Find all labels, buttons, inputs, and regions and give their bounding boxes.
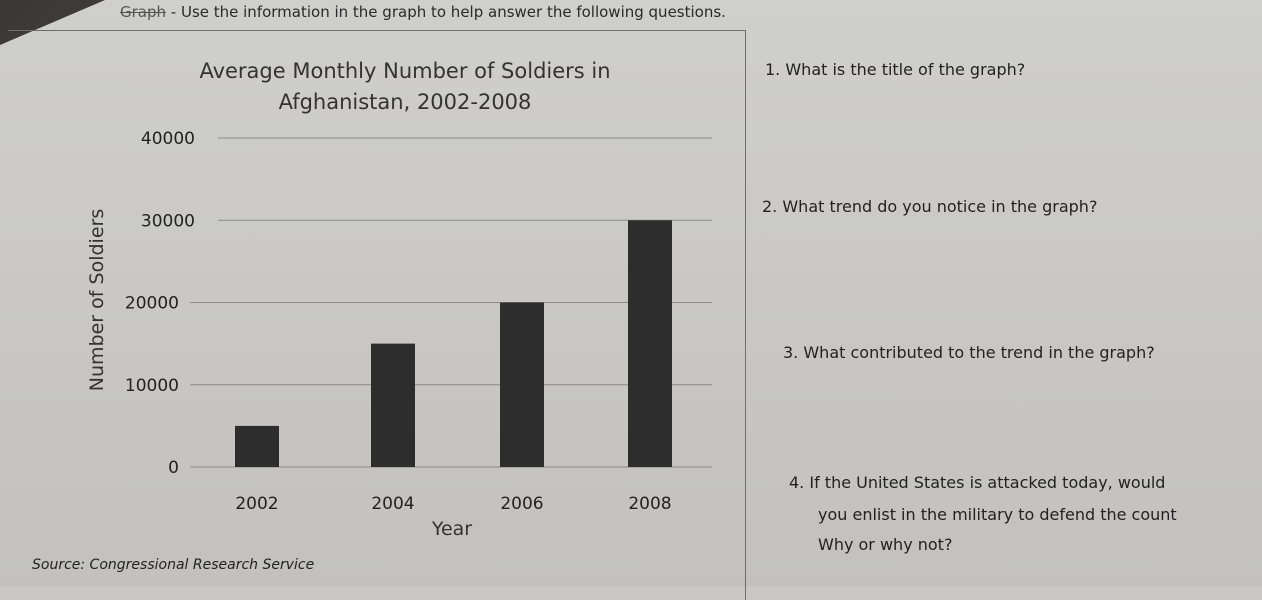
question-1: 1. What is the title of the graph? xyxy=(765,60,1026,79)
bar-chart: Average Monthly Number of Soldiers in Af… xyxy=(86,59,712,540)
bar-2004 xyxy=(371,343,415,467)
header-label: Graph xyxy=(120,3,167,21)
question-4-line-2: you enlist in the military to defend the… xyxy=(818,505,1177,524)
bar-2006 xyxy=(500,302,544,467)
chart-title-line-1: Average Monthly Number of Soldiers in xyxy=(199,59,610,83)
y-tick-label: 10000 xyxy=(125,376,179,396)
chart-frame xyxy=(8,30,746,600)
chart-source: Source: Congressional Research Service xyxy=(32,557,315,573)
y-tick-label: 40000 xyxy=(141,129,195,149)
x-axis-ticks: 2002 2004 2006 2008 xyxy=(235,494,671,514)
question-4-line-3: Why or why not? xyxy=(818,535,953,554)
y-axis-title: Number of Soldiers xyxy=(86,209,108,391)
x-axis-title: Year xyxy=(431,518,472,540)
bar-2008 xyxy=(628,220,672,467)
header-instructions: - Use the information in the graph to he… xyxy=(166,3,726,21)
x-tick-label: 2002 xyxy=(235,494,278,514)
x-tick-label: 2008 xyxy=(628,494,671,514)
y-tick-label: 30000 xyxy=(141,211,195,231)
chart-title-line-2: Afghanistan, 2002-2008 xyxy=(279,90,532,114)
question-2: 2. What trend do you notice in the graph… xyxy=(762,197,1098,216)
y-axis-ticks: 0 10000 20000 30000 40000 xyxy=(125,129,195,478)
question-3: 3. What contributed to the trend in the … xyxy=(783,343,1155,362)
bar-2002 xyxy=(235,425,279,467)
x-tick-label: 2006 xyxy=(500,494,543,514)
y-tick-label: 0 xyxy=(168,458,179,478)
x-tick-label: 2004 xyxy=(371,494,414,514)
chart-bars xyxy=(235,220,672,467)
y-tick-label: 20000 xyxy=(125,294,179,314)
question-4: 4. If the United States is attacked toda… xyxy=(789,473,1166,492)
worksheet-header: Graph - Use the information in the graph… xyxy=(120,3,726,21)
